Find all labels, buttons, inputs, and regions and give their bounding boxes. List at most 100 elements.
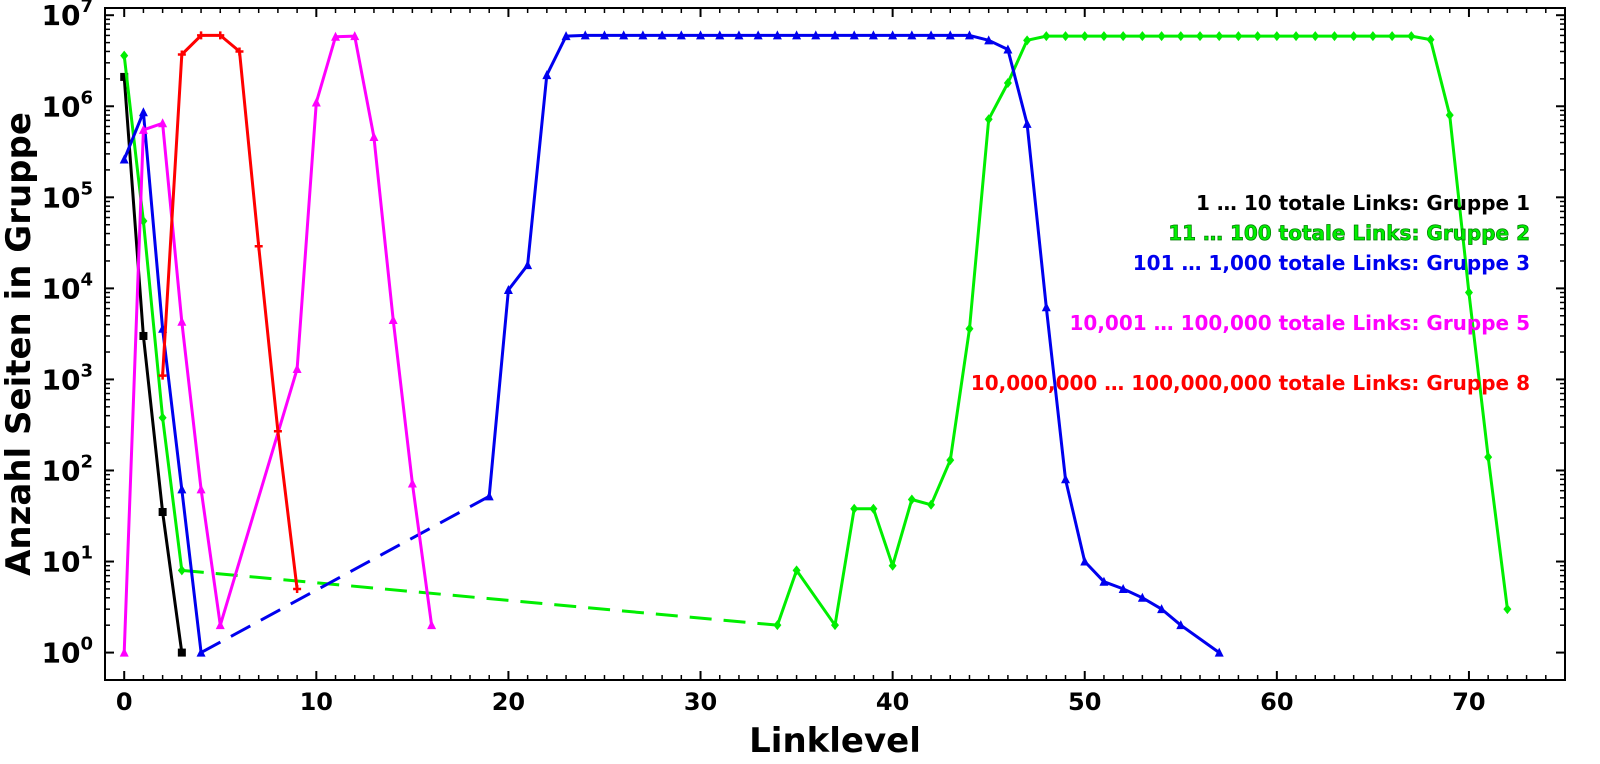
data-point	[1368, 31, 1377, 42]
data-point	[1484, 452, 1493, 463]
y-tick-label: 106	[42, 87, 94, 123]
data-point	[599, 30, 609, 40]
data-point	[734, 30, 744, 40]
x-tick-label: 30	[684, 688, 717, 716]
x-axis-ticks: 0 10 20 30 40 50 60 70	[116, 8, 1547, 716]
data-point	[1407, 31, 1416, 42]
data-point	[119, 154, 129, 164]
legend-item-5: 10,000,000 … 100,000,000 totale Links: G…	[971, 371, 1530, 395]
data-point	[1215, 31, 1224, 42]
y-tick-label: 103	[42, 360, 94, 396]
data-point	[792, 30, 802, 40]
data-point	[926, 30, 936, 40]
data-point	[503, 284, 513, 294]
legend-item-3: 101 … 1,000 totale Links: Gruppe 3	[1133, 251, 1530, 275]
data-point	[1176, 31, 1185, 42]
data-point	[1080, 556, 1090, 566]
data-point	[984, 114, 993, 125]
series-3	[119, 30, 1224, 657]
data-point	[139, 331, 148, 340]
data-point	[753, 30, 763, 40]
data-point	[177, 565, 186, 576]
data-point	[1196, 31, 1204, 42]
data-point	[523, 260, 533, 270]
y-tick-base: 10	[42, 546, 81, 579]
data-point	[1003, 44, 1013, 54]
data-point	[868, 30, 878, 40]
data-point	[1176, 620, 1186, 630]
data-point	[850, 503, 859, 514]
data-point	[1023, 35, 1032, 46]
y-tick-base: 10	[42, 454, 81, 487]
data-point	[407, 478, 417, 488]
y-tick-base: 10	[42, 637, 81, 670]
data-point	[1330, 31, 1339, 42]
data-point	[772, 30, 782, 40]
data-point	[792, 565, 801, 576]
data-point	[1041, 302, 1051, 312]
data-point	[1080, 31, 1089, 42]
data-point	[254, 242, 263, 251]
data-point	[1464, 287, 1473, 298]
data-point	[580, 30, 590, 40]
data-point	[1292, 31, 1301, 42]
series-gap-line	[200, 495, 490, 654]
y-tick-base: 10	[42, 363, 81, 396]
data-point	[676, 30, 686, 40]
data-point	[1099, 576, 1109, 586]
data-point	[1388, 31, 1397, 42]
x-tick-label: 0	[116, 688, 133, 716]
data-point	[984, 35, 994, 45]
data-point	[1003, 78, 1012, 89]
legend-item-4: 10,001 … 100,000 totale Links: Gruppe 5	[1070, 311, 1531, 335]
y-tick-label: 100	[42, 634, 94, 670]
data-point	[158, 412, 167, 423]
series-line	[122, 76, 184, 653]
x-tick-label: 60	[1260, 688, 1293, 716]
data-point	[177, 648, 186, 657]
data-point	[1272, 31, 1281, 42]
y-tick-exponent: 2	[80, 451, 93, 472]
legend-item-2: 11 … 100 totale Links: Gruppe 2	[1168, 221, 1530, 245]
data-point	[773, 620, 782, 631]
data-point	[830, 30, 840, 40]
data-point	[1157, 31, 1166, 42]
data-point	[311, 97, 321, 107]
legend-item-1: 1 … 10 totale Links: Gruppe 1	[1196, 191, 1530, 215]
data-point	[811, 30, 821, 40]
y-tick-exponent: 6	[80, 87, 93, 108]
data-point	[197, 31, 206, 40]
data-point	[138, 107, 148, 117]
data-point	[696, 30, 706, 40]
data-point	[158, 118, 168, 128]
data-point	[1137, 592, 1147, 602]
data-point	[1138, 31, 1147, 42]
data-point	[369, 131, 379, 141]
legend: 1 … 10 totale Links: Gruppe 1 11 … 100 to…	[971, 191, 1531, 395]
data-point	[657, 30, 667, 40]
data-point	[196, 647, 206, 657]
data-point	[1061, 31, 1070, 42]
data-point	[542, 70, 552, 80]
y-tick-base: 10	[42, 90, 81, 123]
x-tick-label: 20	[492, 688, 525, 716]
data-point	[331, 31, 341, 41]
y-tick-label: 102	[42, 451, 94, 487]
data-point	[235, 47, 244, 56]
data-point	[138, 124, 148, 134]
data-point	[1118, 583, 1128, 593]
series-line	[122, 34, 434, 653]
data-point	[927, 499, 936, 510]
y-axis-label: Anzahl Seiten in Gruppe	[0, 112, 39, 576]
y-tick-base: 10	[42, 181, 81, 214]
data-point	[1119, 31, 1128, 42]
series-line	[487, 33, 1221, 654]
data-point	[1311, 31, 1320, 42]
data-point	[619, 30, 629, 40]
data-point	[1253, 31, 1262, 42]
data-point	[945, 30, 955, 40]
data-point	[869, 503, 878, 514]
